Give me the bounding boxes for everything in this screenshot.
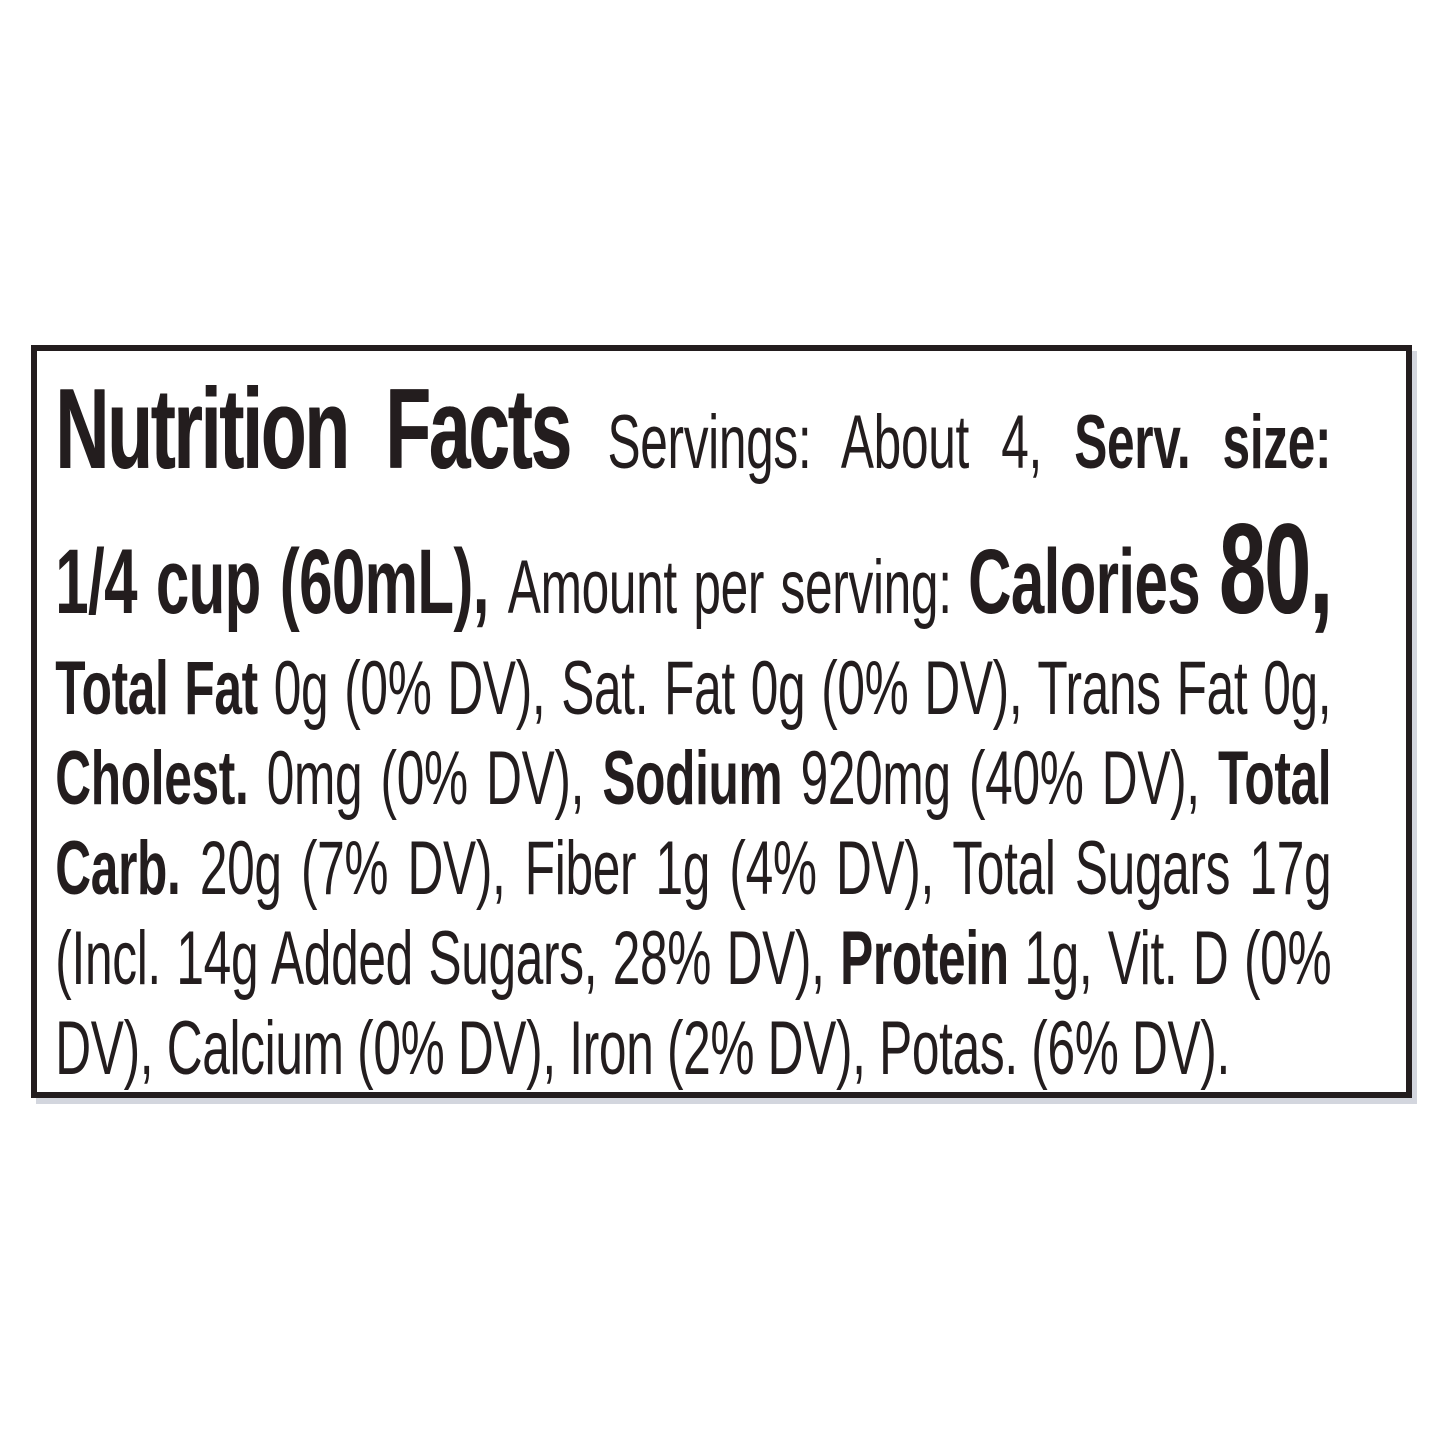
- nutrition-text-block: Nutrition Facts Servings: About 4, Serv.…: [37, 351, 1350, 1094]
- text-segment: Cholest.: [55, 736, 267, 821]
- text-segment: Sodium: [602, 736, 801, 821]
- text-segment: 1g, Vit. D (0%: [1024, 916, 1332, 1001]
- text-segment: DV), Calcium (0% DV), Iron (2% DV), Pota…: [55, 1006, 1230, 1091]
- text-segment: 920mg (40% DV),: [800, 736, 1219, 821]
- text-segment: Total: [1218, 736, 1332, 821]
- label-line-6: (Incl. 14g Added Sugars, 28% DV), Protei…: [55, 914, 1331, 1004]
- text-segment: Amount per serving:: [507, 545, 969, 630]
- text-segment: Servings: About 4,: [607, 400, 1075, 485]
- label-line-5: Carb. 20g (7% DV), Fiber 1g (4% DV), Tot…: [55, 824, 1331, 914]
- text-segment: Protein: [840, 916, 1025, 1001]
- label-line-4: Cholest. 0mg (0% DV), Sodium 920mg (40% …: [55, 734, 1331, 824]
- text-segment: Nutrition Facts: [55, 366, 608, 493]
- text-segment: Total Fat: [55, 646, 274, 731]
- text-segment: 20g (7% DV), Fiber 1g (4% DV), Total Sug…: [199, 826, 1332, 911]
- text-segment: 80,: [1218, 498, 1333, 641]
- text-segment: Calories: [968, 531, 1219, 633]
- label-line-2: 1/4 cup (60mL), Amount per serving: Calo…: [55, 506, 1332, 644]
- nutrition-facts-label: Nutrition Facts Servings: About 4, Serv.…: [31, 345, 1412, 1098]
- label-line-1: Nutrition Facts Servings: About 4, Serv.…: [55, 360, 1331, 513]
- text-segment: Serv. size:: [1074, 400, 1332, 485]
- text-segment: 0mg (0% DV),: [266, 736, 603, 821]
- text-segment: 0g (0% DV), Sat. Fat 0g (0% DV), Trans F…: [273, 646, 1332, 731]
- text-segment: 1/4 cup (60mL),: [55, 531, 508, 633]
- text-segment: Carb.: [55, 826, 200, 911]
- text-segment: (Incl. 14g Added Sugars, 28% DV),: [55, 916, 841, 1001]
- label-line-7: DV), Calcium (0% DV), Iron (2% DV), Pota…: [55, 1004, 1331, 1094]
- label-line-3: Total Fat 0g (0% DV), Sat. Fat 0g (0% DV…: [55, 644, 1331, 734]
